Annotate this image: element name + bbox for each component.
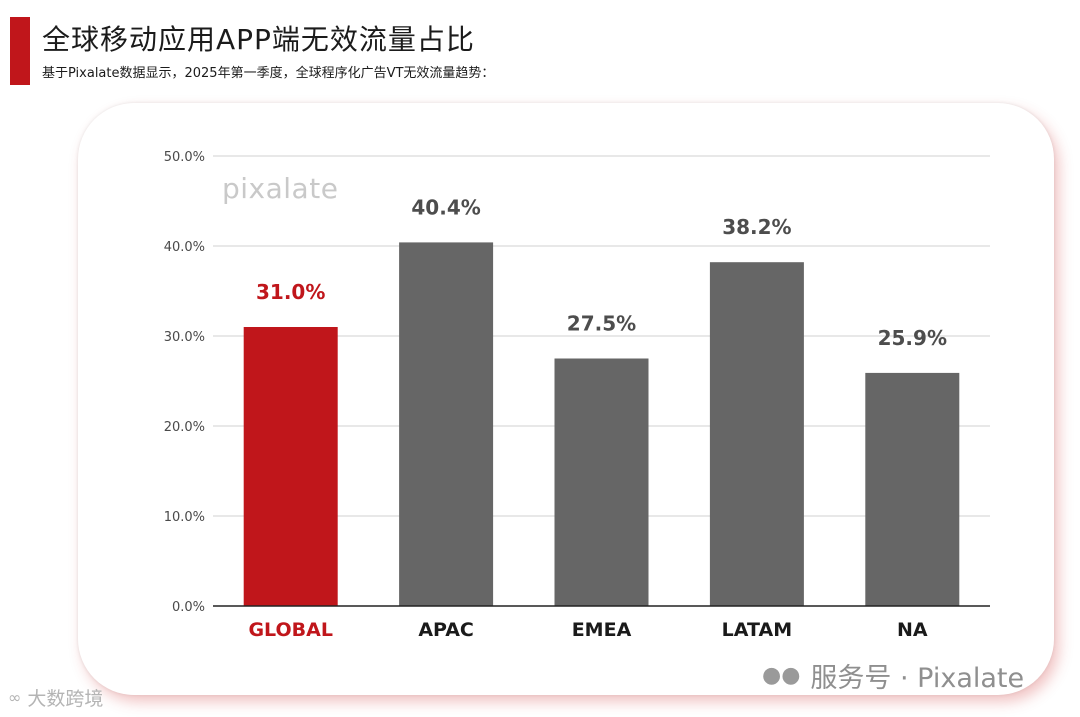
data-label-latam: 38.2% bbox=[722, 215, 791, 239]
bar-global bbox=[243, 327, 338, 606]
x-tick-label-emea: EMEA bbox=[572, 619, 632, 641]
loop-logo-icon: ∞ bbox=[8, 688, 22, 707]
y-tick-label: 30.0% bbox=[164, 330, 205, 345]
x-tick-label-na: NA bbox=[897, 619, 928, 641]
bar-latam bbox=[709, 262, 804, 606]
page-title: 全球移动应用APP端无效流量占比 bbox=[42, 23, 475, 56]
source-label: 大数跨境 bbox=[27, 688, 104, 710]
wechat-watermark: ●● 服务号 · Pixalate bbox=[762, 656, 1024, 695]
data-label-emea: 27.5% bbox=[567, 312, 636, 336]
data-label-na: 25.9% bbox=[878, 326, 947, 350]
data-label-global: 31.0% bbox=[256, 280, 325, 304]
data-label-apac: 40.4% bbox=[411, 195, 480, 219]
x-tick-label-latam: LATAM bbox=[722, 619, 792, 641]
x-tick-label-global: GLOBAL bbox=[248, 619, 332, 641]
wechat-icon: ●● bbox=[762, 663, 801, 688]
y-tick-label: 50.0% bbox=[164, 150, 205, 165]
y-tick-label: 0.0% bbox=[172, 600, 205, 615]
x-tick-label-apac: APAC bbox=[418, 619, 474, 641]
bar-apac bbox=[399, 242, 494, 606]
source-watermark: ∞ 大数跨境 bbox=[8, 684, 103, 711]
title-accent-bar bbox=[10, 17, 30, 85]
service-account-label: 服务号 · Pixalate bbox=[810, 663, 1025, 694]
bar-emea bbox=[554, 358, 649, 606]
y-tick-label: 40.0% bbox=[164, 240, 205, 255]
y-tick-label: 10.0% bbox=[164, 510, 205, 525]
pixalate-brand-watermark: pixalate bbox=[222, 172, 339, 205]
y-tick-label: 20.0% bbox=[164, 420, 205, 435]
page-subtitle: 基于Pixalate数据显示，2025年第一季度，全球程序化广告VT无效流量趋势… bbox=[42, 66, 495, 81]
bar-na bbox=[865, 372, 960, 606]
